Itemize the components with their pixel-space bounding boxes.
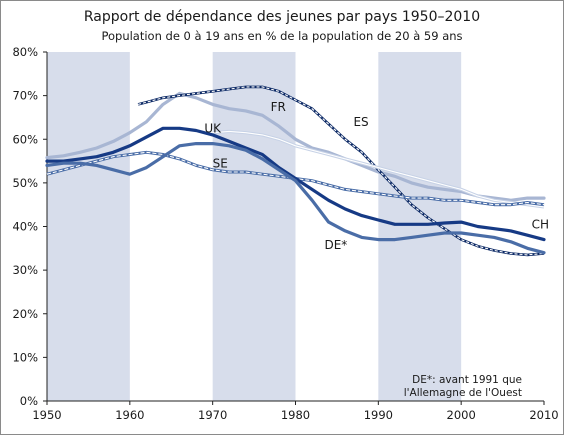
x-tick-label: 1950 [32,408,61,422]
series-ch-line [45,126,546,242]
y-tick-label: 20% [12,307,38,321]
x-tick-label: 2010 [529,408,558,422]
shaded-band-2 [378,52,462,401]
series-uk-label: UK [204,122,222,136]
series-fr-line [45,91,546,202]
y-tick-label: 80% [12,45,38,59]
y-tick-label: 10% [12,350,38,364]
series-es-line-dash [137,86,545,256]
series-uk-line-inner [212,130,545,208]
x-tick-label: 1970 [198,408,227,422]
y-axis-ticks: 0% 10% 20% 30% 40% 50% 60% 70% 80% [12,45,47,408]
x-tick-label: 1980 [281,408,310,422]
series-fr-group [45,91,546,202]
chart-title: Rapport de dépendance des jeunes par pay… [84,9,480,25]
chart-subtitle: Population de 0 à 19 ans en % de la popu… [101,29,462,43]
series-labels: FR ES UK SE CH DE* [204,100,549,252]
series-de-label: DE* [324,238,347,252]
series-uk-group [212,129,545,209]
y-tick-label: 0% [20,394,38,408]
y-tick-label: 60% [12,132,38,146]
x-axis-ticks: 1950 1960 1970 1980 1990 2000 2010 [32,401,559,422]
series-de-line [45,142,546,255]
y-tick-label: 50% [12,176,38,190]
series-de-group [45,142,546,255]
y-tick-label: 40% [12,220,38,234]
shaded-decades [47,52,462,401]
x-tick-label: 2000 [447,408,476,422]
note-line-1: DE*: avant 1991 que [412,374,522,386]
series-es-group [137,85,545,257]
series-se-label: SE [213,157,228,171]
shaded-band-0 [47,52,130,401]
note-line-2: l'Allemagne de l'Ouest [404,387,522,399]
y-tick-label: 30% [12,263,38,277]
series-ch-label: CH [532,218,549,232]
x-tick-label: 1990 [364,408,393,422]
y-tick-label: 70% [12,89,38,103]
series-ch-group [45,126,546,242]
x-tick-label: 1960 [115,408,144,422]
series-fr-label: FR [271,100,286,114]
shaded-band-1 [212,52,296,401]
series-lines [45,85,546,257]
series-es-label: ES [353,115,368,129]
